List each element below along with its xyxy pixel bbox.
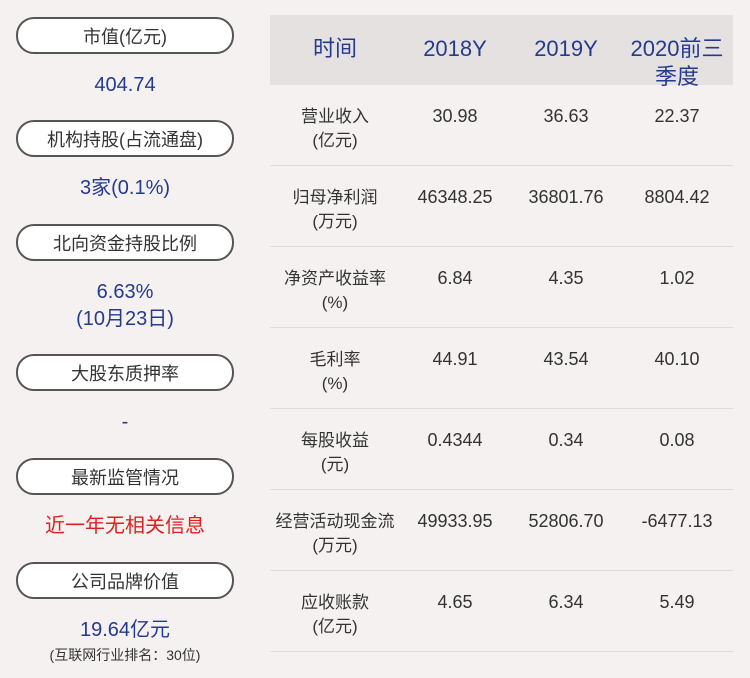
info-label: 大股东质押率 <box>16 354 234 391</box>
row-label: 净资产收益率 <box>284 269 386 288</box>
value-cell: 6.84 <box>437 268 473 288</box>
value-cell: 6.34 <box>548 592 584 612</box>
value-cell: 44.91 <box>432 349 478 369</box>
row-unit: (%) <box>321 293 349 312</box>
value-cell: 46348.25 <box>417 187 493 207</box>
info-value: 404.74 <box>94 74 156 96</box>
row-label: 每股收益 <box>301 431 369 450</box>
value-cell: 4.65 <box>437 592 473 612</box>
row-unit: (%) <box>321 374 349 393</box>
value-cell: 8804.42 <box>644 187 710 207</box>
header-cell: 2020前三季度 <box>630 36 724 89</box>
row-label: 应收账款 <box>301 593 369 612</box>
row-unit: (亿元) <box>312 131 358 150</box>
row-label: 毛利率 <box>309 350 361 369</box>
row-unit: (万元) <box>312 212 358 231</box>
info-label: 北向资金持股比例 <box>16 224 234 261</box>
row-divider <box>270 327 733 328</box>
value-cell: 49933.95 <box>417 511 493 531</box>
value-cell: 0.4344 <box>427 430 483 450</box>
info-note: (互联网行业排名：30位) <box>49 647 201 663</box>
value-cell: 52806.70 <box>528 511 604 531</box>
row-label: 归母净利润 <box>292 188 378 207</box>
row-divider <box>270 489 733 490</box>
value-cell: 30.98 <box>432 106 478 126</box>
row-divider <box>270 651 733 652</box>
info-value: (10月23日) <box>76 308 174 330</box>
value-cell: 4.35 <box>548 268 584 288</box>
info-label: 公司品牌价值 <box>16 562 234 599</box>
info-value: 6.63% <box>96 281 154 303</box>
info-label: 最新监管情况 <box>16 458 234 495</box>
header-cell: 2018Y <box>423 36 487 61</box>
value-cell: 22.37 <box>654 106 700 126</box>
info-label: 市值(亿元) <box>16 17 234 54</box>
row-unit: (元) <box>320 455 350 474</box>
value-cell: 5.49 <box>659 592 695 612</box>
value-cell: -6477.13 <box>641 511 713 531</box>
row-label: 经营活动现金流 <box>275 512 395 531</box>
row-divider <box>270 570 733 571</box>
row-unit: (亿元) <box>312 617 358 636</box>
info-label: 机构持股(占流通盘) <box>16 120 234 157</box>
table-header <box>270 15 733 85</box>
info-value: 近一年无相关信息 <box>45 515 205 537</box>
value-cell: 40.10 <box>654 349 700 369</box>
value-cell: 0.34 <box>548 430 584 450</box>
row-unit: (万元) <box>312 536 358 555</box>
row-divider <box>270 246 733 247</box>
value-cell: 36801.76 <box>528 187 604 207</box>
value-cell: 36.63 <box>543 106 589 126</box>
header-cell: 时间 <box>312 36 357 61</box>
value-cell: 1.02 <box>659 268 695 288</box>
info-value: 19.64亿元 <box>79 619 171 641</box>
header-cell: 2019Y <box>534 36 598 61</box>
value-cell: 0.08 <box>659 430 695 450</box>
row-divider <box>270 165 733 166</box>
info-value: 3家(0.1%) <box>79 177 171 199</box>
info-value: - <box>121 411 129 433</box>
row-divider <box>270 408 733 409</box>
value-cell: 43.54 <box>543 349 589 369</box>
row-label: 营业收入 <box>301 107 369 126</box>
